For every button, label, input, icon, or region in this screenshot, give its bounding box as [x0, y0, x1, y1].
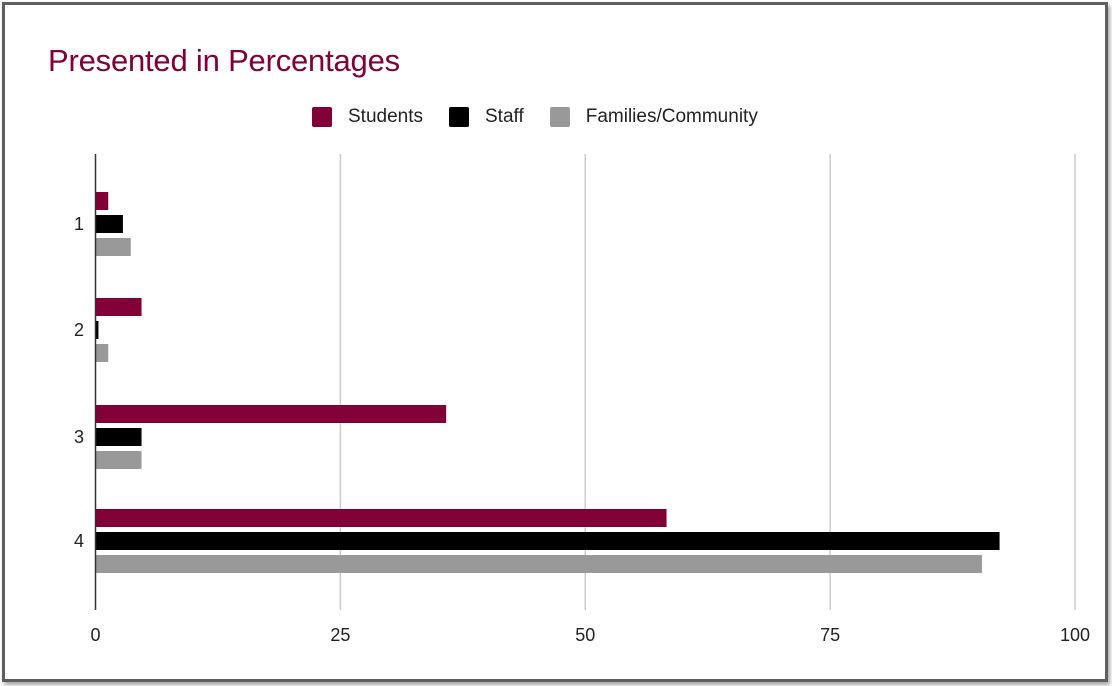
- y-tick-label-4: 4: [74, 531, 84, 551]
- bar-students-3: [96, 405, 447, 423]
- x-tick-label-0: 0: [90, 625, 100, 645]
- x-tick-label-100: 100: [1060, 625, 1090, 645]
- y-tick-label-1: 1: [74, 214, 84, 234]
- bar-families-community-4: [96, 555, 982, 573]
- bar-families-community-2: [96, 344, 109, 362]
- bars: [96, 192, 1000, 573]
- bar-staff-1: [96, 215, 123, 233]
- bar-students-4: [96, 509, 667, 527]
- x-axis-ticks: 0 25 50 75 100: [90, 625, 1090, 645]
- y-axis-ticks: 1 2 3 4: [74, 214, 84, 551]
- bar-students-2: [96, 298, 142, 316]
- bar-staff-4: [96, 532, 1000, 550]
- x-tick-label-50: 50: [575, 625, 595, 645]
- x-tick-label-75: 75: [820, 625, 840, 645]
- bar-students-1: [96, 192, 109, 210]
- y-tick-label-3: 3: [74, 427, 84, 447]
- bar-families-community-1: [96, 238, 131, 256]
- bar-staff-3: [96, 428, 142, 446]
- y-tick-label-2: 2: [74, 320, 84, 340]
- x-tick-label-25: 25: [330, 625, 350, 645]
- bar-families-community-3: [96, 451, 142, 469]
